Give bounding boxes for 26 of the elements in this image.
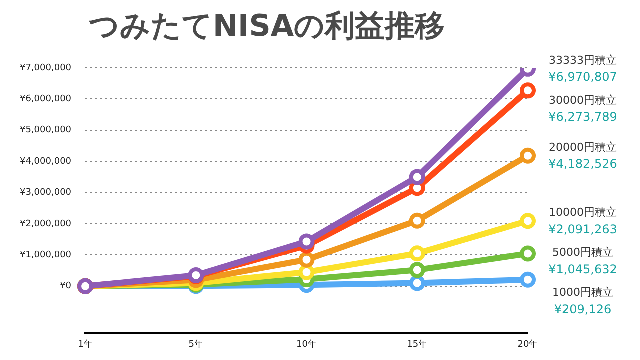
- data-label: ¥2,091,263: [548, 222, 618, 236]
- data-label: ¥209,126: [554, 302, 612, 316]
- x-tick-label: 20年: [518, 338, 538, 350]
- series-label: 5000円積立: [552, 246, 614, 260]
- chart-title: つみたてNISAの利益推移: [88, 8, 446, 44]
- series-label: 33333円積立: [549, 54, 617, 67]
- data-label: ¥6,970,807: [548, 70, 618, 84]
- series-label: 1000円積立: [552, 286, 614, 300]
- y-tick-label: ¥7,000,000: [20, 63, 72, 74]
- data-label: ¥1,045,632: [548, 262, 618, 276]
- data-label: ¥4,182,526: [548, 157, 618, 172]
- series-label: 10000円積立: [549, 206, 617, 220]
- y-tick-label: ¥6,000,000: [20, 94, 72, 105]
- y-tick-label: ¥0: [60, 282, 72, 292]
- y-tick-label: ¥5,000,000: [20, 126, 72, 136]
- series-label: 30000円積立: [549, 94, 617, 107]
- x-tick-label: 5年: [188, 338, 204, 350]
- y-tick-label: ¥2,000,000: [20, 219, 72, 230]
- x-tick-label: 1年: [78, 338, 93, 350]
- data-label: ¥6,273,789: [548, 110, 618, 124]
- series-label: 20000円積立: [549, 140, 617, 154]
- y-tick-label: ¥3,000,000: [20, 188, 72, 198]
- x-tick-label: 15年: [407, 338, 428, 350]
- y-tick-label: ¥4,000,000: [20, 156, 72, 167]
- y-tick-label: ¥1,000,000: [20, 250, 72, 261]
- x-tick-label: 10年: [296, 338, 317, 350]
